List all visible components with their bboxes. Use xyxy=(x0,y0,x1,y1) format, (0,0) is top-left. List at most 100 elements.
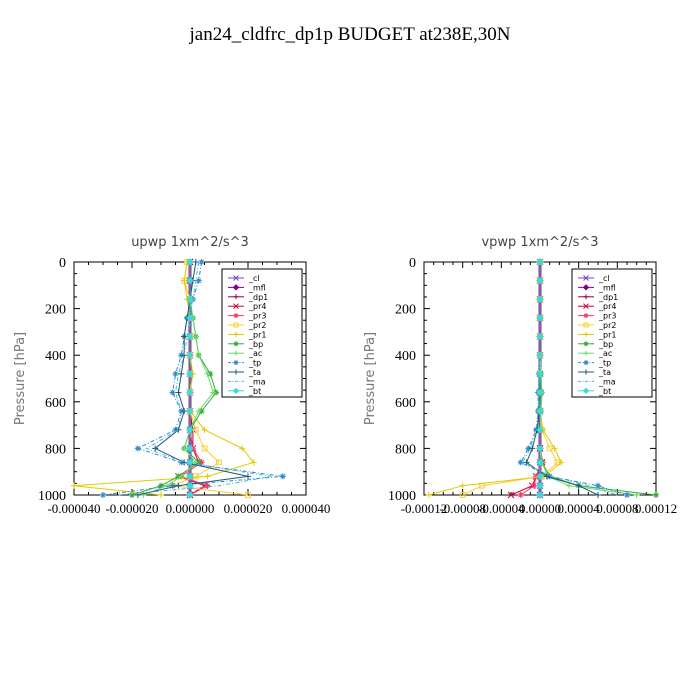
legend-label: _bt xyxy=(248,387,261,396)
y-tick-label: 1000 xyxy=(38,489,66,504)
legend-entry-ac: _ac xyxy=(578,349,612,358)
data-point xyxy=(517,459,524,466)
series-bt xyxy=(536,258,544,499)
legend-label: _bt xyxy=(598,387,611,396)
legend-marker xyxy=(233,331,239,337)
data-point xyxy=(186,407,194,415)
data-point xyxy=(172,370,179,377)
legend-marker xyxy=(583,341,589,347)
legend-entry-ta: _ta xyxy=(228,368,261,377)
data-point xyxy=(181,333,188,340)
legend-entry-tp: _tp xyxy=(578,359,611,368)
data-point xyxy=(536,458,544,467)
legend-label: _pr4 xyxy=(598,302,616,311)
data-point xyxy=(100,492,106,498)
data-point xyxy=(536,332,544,341)
data-point xyxy=(536,407,544,415)
y-tick-label: 0 xyxy=(59,256,66,271)
data-point xyxy=(195,352,202,359)
data-point xyxy=(186,481,194,490)
legend-marker xyxy=(583,294,589,300)
legend-marker xyxy=(583,303,589,310)
data-point xyxy=(198,259,205,265)
legend-marker xyxy=(232,387,240,395)
data-point xyxy=(192,333,199,340)
legend-entry-bt: _bt xyxy=(228,387,261,396)
x-tick-label: -0.00012 xyxy=(401,501,448,516)
data-point xyxy=(543,473,550,480)
legend-box xyxy=(571,268,653,398)
series-group xyxy=(71,258,286,499)
data-point xyxy=(459,482,466,489)
data-point xyxy=(195,408,202,415)
data-point xyxy=(204,370,211,377)
legend-marker xyxy=(233,341,239,347)
legend-entry-pr2: _pr2 xyxy=(228,321,266,330)
y-ticks: 0 200 400 600 800 1000 xyxy=(38,256,306,504)
x-ticks: -0.00012-0.00008-0.000040.000000.000040.… xyxy=(401,262,677,516)
data-point xyxy=(529,445,536,452)
data-point xyxy=(204,482,211,489)
x-tick-label: 0.000020 xyxy=(224,501,273,516)
legend-entry-bp: _bp xyxy=(228,340,263,349)
legend-entry-cl: _cl xyxy=(228,274,260,283)
data-point xyxy=(186,351,194,359)
legend-label: _bp xyxy=(598,340,613,349)
legend-entry-pr1: _pr1 xyxy=(228,330,266,339)
legend-marker xyxy=(233,294,239,300)
legend-label: _pr4 xyxy=(248,302,266,311)
legend-label: _cl xyxy=(248,274,260,283)
data-point xyxy=(245,473,251,480)
x-tick-label: -0.00008 xyxy=(439,501,486,516)
data-point xyxy=(536,472,544,481)
x-tick-label: 0.000000 xyxy=(166,501,215,516)
y-tick-label: 600 xyxy=(395,396,416,411)
data-point xyxy=(250,459,257,466)
data-point xyxy=(533,473,540,480)
y-tick-label: 1000 xyxy=(388,489,416,504)
series-pr2 xyxy=(459,259,561,498)
data-point xyxy=(195,277,202,284)
y-axis-label: Pressure [hPa] xyxy=(13,332,28,425)
x-tick-label: 0.00012 xyxy=(635,501,677,516)
data-point xyxy=(525,445,532,452)
legend-label: _pr3 xyxy=(598,312,616,321)
legend-marker xyxy=(233,303,239,310)
y-tick-label: 200 xyxy=(45,303,66,318)
y-tick-label: 800 xyxy=(395,442,416,457)
data-point xyxy=(175,389,182,396)
data-point xyxy=(71,482,77,489)
x-tick-label: 0.00008 xyxy=(596,501,638,516)
legend-marker xyxy=(582,284,590,291)
legend-entry-pr2: _pr2 xyxy=(578,321,616,330)
legend-entry-ma: _ma xyxy=(228,377,266,386)
figure-title: jan24_cldfrc_dp1p BUDGET at238E,30N xyxy=(188,24,510,45)
legend-label: _ac xyxy=(248,349,262,358)
data-point xyxy=(279,473,286,480)
legend-label: _pr2 xyxy=(598,321,616,330)
y-ticks: 0 200 400 600 800 1000 xyxy=(388,256,656,504)
data-point xyxy=(186,444,194,453)
y-tick-label: 600 xyxy=(45,396,66,411)
data-point xyxy=(181,277,188,284)
legend-marker xyxy=(233,350,239,356)
data-point xyxy=(181,459,188,466)
x-tick-label: -0.00004 xyxy=(478,501,525,516)
data-point xyxy=(536,295,544,303)
panel-title: vpwp 1xm^2/s^3 xyxy=(481,235,598,250)
data-point xyxy=(186,491,194,499)
chart-panel-2: vpwp 1xm^2/s^3 Pressure [hPa] 0 200 400 600 80… xyxy=(363,235,677,516)
data-point xyxy=(653,492,659,498)
series-line xyxy=(117,261,272,496)
legend-marker xyxy=(583,360,589,366)
y-tick-label: 200 xyxy=(395,303,416,318)
legend-entry-pr4: _pr4 xyxy=(578,302,616,311)
data-point xyxy=(181,445,188,452)
legend-marker xyxy=(232,284,240,291)
y-axis-label: Pressure [hPa] xyxy=(363,332,378,425)
data-point xyxy=(186,370,194,378)
legend-label: _pr1 xyxy=(248,330,266,339)
x-tick-label: 0.00004 xyxy=(558,501,601,516)
legend-entry-dp1: _dp1 xyxy=(578,293,618,302)
